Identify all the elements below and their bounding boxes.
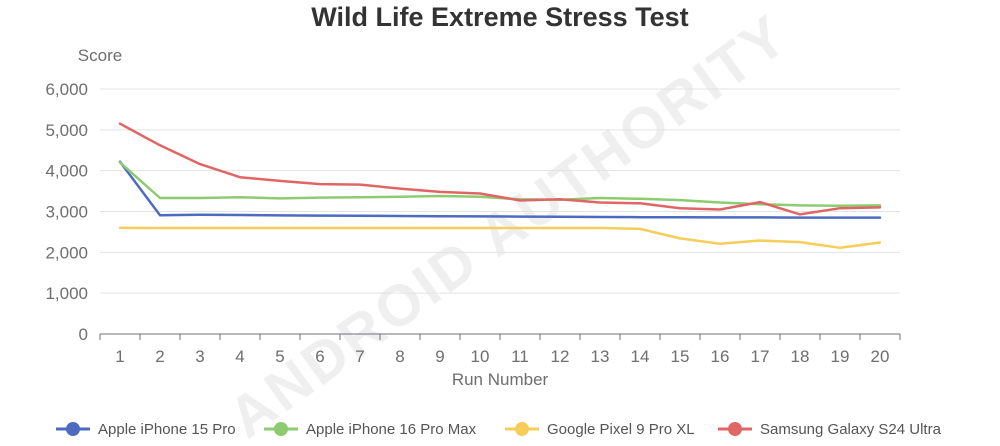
legend-swatch-dot — [728, 422, 742, 436]
series-line-3 — [118, 226, 882, 250]
x-tick-label: 9 — [435, 347, 444, 366]
legend-item[interactable]: Apple iPhone 15 Pro — [56, 421, 236, 438]
y-tick-label: 2,000 — [45, 243, 88, 262]
x-tick-label: 20 — [871, 347, 890, 366]
legend-swatch-dot — [515, 422, 529, 436]
x-tick-label: 10 — [471, 347, 490, 366]
legend[interactable]: Apple iPhone 15 Pro Apple iPhone 16 Pro M… — [56, 421, 942, 438]
legend-swatch-dot — [66, 422, 80, 436]
grid — [100, 88, 900, 294]
legend-label: Apple iPhone 15 Pro — [98, 421, 236, 438]
x-tick-label: 14 — [631, 347, 650, 366]
x-tick-label: 8 — [395, 347, 404, 366]
x-tick-label: 1 — [115, 347, 124, 366]
x-tick-label: 5 — [275, 347, 284, 366]
x-tick-label: 3 — [195, 347, 204, 366]
x-axis: 1 2 3 4 5 6 7 8 9 10 11 12 13 14 15 16 17 18 19 20 — [99, 333, 901, 366]
x-tick-label: 11 — [511, 347, 529, 366]
x-tick-label: 7 — [355, 347, 364, 366]
y-tick-label: 3,000 — [45, 203, 88, 222]
y-tick-label: 6,000 — [45, 80, 88, 99]
y-tick-label: 4,000 — [45, 162, 88, 181]
series-line-1 — [118, 160, 882, 219]
legend-item[interactable]: Google Pixel 9 Pro XL — [505, 421, 695, 438]
x-tick-label: 19 — [831, 347, 850, 366]
chart-title: Wild Life Extreme Stress Test — [311, 2, 688, 32]
legend-label: Google Pixel 9 Pro XL — [547, 421, 695, 438]
x-tick-label: 6 — [315, 347, 324, 366]
x-tick-label: 17 — [751, 347, 770, 366]
legend-item[interactable]: Apple iPhone 16 Pro Max — [264, 421, 477, 438]
series-lines — [118, 122, 882, 250]
x-tick-label: 4 — [235, 347, 244, 366]
y-axis-label: Score — [78, 46, 122, 65]
x-tick-label: 18 — [791, 347, 810, 366]
x-tick-label: 2 — [155, 347, 164, 366]
x-axis-label: Run Number — [452, 370, 549, 389]
x-tick-label: 13 — [591, 347, 610, 366]
legend-item[interactable]: Samsung Galaxy S24 Ultra — [718, 421, 942, 438]
y-axis-ticks: 0 1,000 2,000 3,000 4,000 5,000 6,000 — [45, 80, 88, 344]
y-tick-label: 0 — [79, 325, 88, 344]
x-tick-label: 12 — [551, 347, 570, 366]
legend-swatch-dot — [274, 422, 288, 436]
x-tick-label: 15 — [671, 347, 690, 366]
legend-label: Apple iPhone 16 Pro Max — [306, 421, 477, 438]
x-tick-label: 16 — [711, 347, 730, 366]
y-tick-label: 5,000 — [45, 121, 88, 140]
legend-label: Samsung Galaxy S24 Ultra — [760, 421, 942, 438]
y-tick-label: 1,000 — [45, 284, 88, 303]
series-line-4 — [118, 122, 882, 216]
